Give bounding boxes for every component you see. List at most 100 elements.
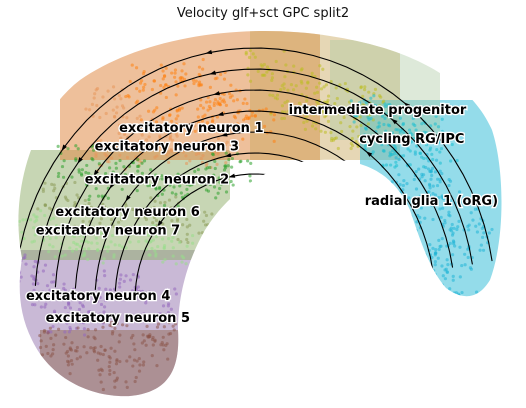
cell-point xyxy=(88,108,92,112)
cell-point xyxy=(301,104,305,108)
cell-point xyxy=(89,346,93,350)
cell-point xyxy=(53,255,57,259)
cell-point xyxy=(191,233,195,238)
cell-point xyxy=(432,278,436,282)
cell-point xyxy=(106,249,110,253)
cell-point xyxy=(353,114,358,118)
cell-point xyxy=(20,230,24,234)
cell-point xyxy=(62,282,66,286)
cell-point xyxy=(75,345,79,350)
cell-point xyxy=(305,114,309,118)
cell-point xyxy=(98,373,102,377)
cell-point xyxy=(173,287,177,291)
cell-point xyxy=(118,359,122,364)
cell-point xyxy=(162,74,167,78)
cell-point xyxy=(192,81,196,86)
cell-point xyxy=(42,328,47,333)
cell-point xyxy=(419,206,423,210)
cell-point xyxy=(141,72,146,76)
cell-point xyxy=(102,257,106,261)
cell-point xyxy=(214,234,218,238)
cell-point xyxy=(300,81,304,85)
cell-point xyxy=(93,346,97,350)
cell-point xyxy=(306,80,310,84)
cell-point xyxy=(115,378,119,382)
cell-point xyxy=(155,154,159,158)
cell-point xyxy=(174,195,178,199)
cell-point xyxy=(114,166,119,170)
cell-point xyxy=(161,117,165,121)
cell-point xyxy=(63,305,67,310)
cell-point xyxy=(76,147,80,151)
cell-point xyxy=(435,148,439,152)
cell-point xyxy=(412,245,416,249)
cell-point xyxy=(443,277,448,281)
cell-point xyxy=(74,247,79,252)
cell-point xyxy=(433,263,437,267)
cell-point xyxy=(424,275,428,279)
cell-point xyxy=(231,183,235,187)
cell-point xyxy=(161,304,166,308)
cell-point xyxy=(186,240,190,245)
cell-point xyxy=(414,228,418,233)
cell-point xyxy=(86,335,90,339)
cell-point xyxy=(437,195,441,200)
cell-point xyxy=(391,149,395,153)
cell-point xyxy=(466,255,470,260)
cell-point xyxy=(204,213,209,218)
cell-point xyxy=(458,200,462,204)
cell-point xyxy=(103,274,107,278)
cell-point xyxy=(122,106,126,110)
cell-point xyxy=(458,275,462,279)
cell-point xyxy=(137,356,141,361)
cell-point xyxy=(173,68,178,72)
cell-point xyxy=(88,194,92,198)
cell-point xyxy=(440,283,445,287)
cell-point xyxy=(408,234,412,238)
cell-point xyxy=(453,308,458,313)
cluster-label: excitatory neuron 2 xyxy=(85,172,229,187)
cell-point xyxy=(204,167,208,171)
cell-point xyxy=(349,146,353,151)
cell-point xyxy=(199,98,203,102)
cell-point xyxy=(101,261,105,265)
cell-point xyxy=(350,108,354,112)
cell-point xyxy=(373,87,378,91)
cell-point xyxy=(141,363,145,367)
cell-point xyxy=(418,289,422,293)
cell-point xyxy=(461,315,465,319)
cell-point xyxy=(322,85,326,89)
cell-point xyxy=(160,192,164,196)
cell-point xyxy=(402,178,406,183)
cell-point xyxy=(438,300,443,304)
cell-point xyxy=(18,279,21,283)
cell-point xyxy=(394,127,398,132)
cell-point xyxy=(248,179,253,183)
cell-point xyxy=(413,202,417,207)
cell-point xyxy=(74,144,78,148)
cell-point xyxy=(219,72,223,77)
cell-point xyxy=(382,122,386,127)
cell-point xyxy=(422,295,426,299)
cell-point xyxy=(164,66,168,70)
cell-point xyxy=(305,109,309,113)
cell-point xyxy=(310,124,315,128)
cell-point xyxy=(165,342,169,346)
cell-point xyxy=(326,94,331,98)
cell-point xyxy=(164,95,168,100)
cell-point xyxy=(184,132,188,136)
cell-point xyxy=(142,159,147,163)
cell-point xyxy=(438,180,442,184)
cell-point xyxy=(248,48,252,53)
cell-point xyxy=(188,159,192,163)
cell-point xyxy=(94,88,98,92)
cell-point xyxy=(37,356,41,360)
cell-point xyxy=(159,83,163,88)
cell-point xyxy=(438,177,442,182)
cell-point xyxy=(253,114,257,118)
cell-point xyxy=(431,271,435,275)
cell-point xyxy=(15,280,18,283)
cell-point xyxy=(153,199,157,203)
cell-point xyxy=(82,327,87,331)
cell-point xyxy=(305,99,309,103)
